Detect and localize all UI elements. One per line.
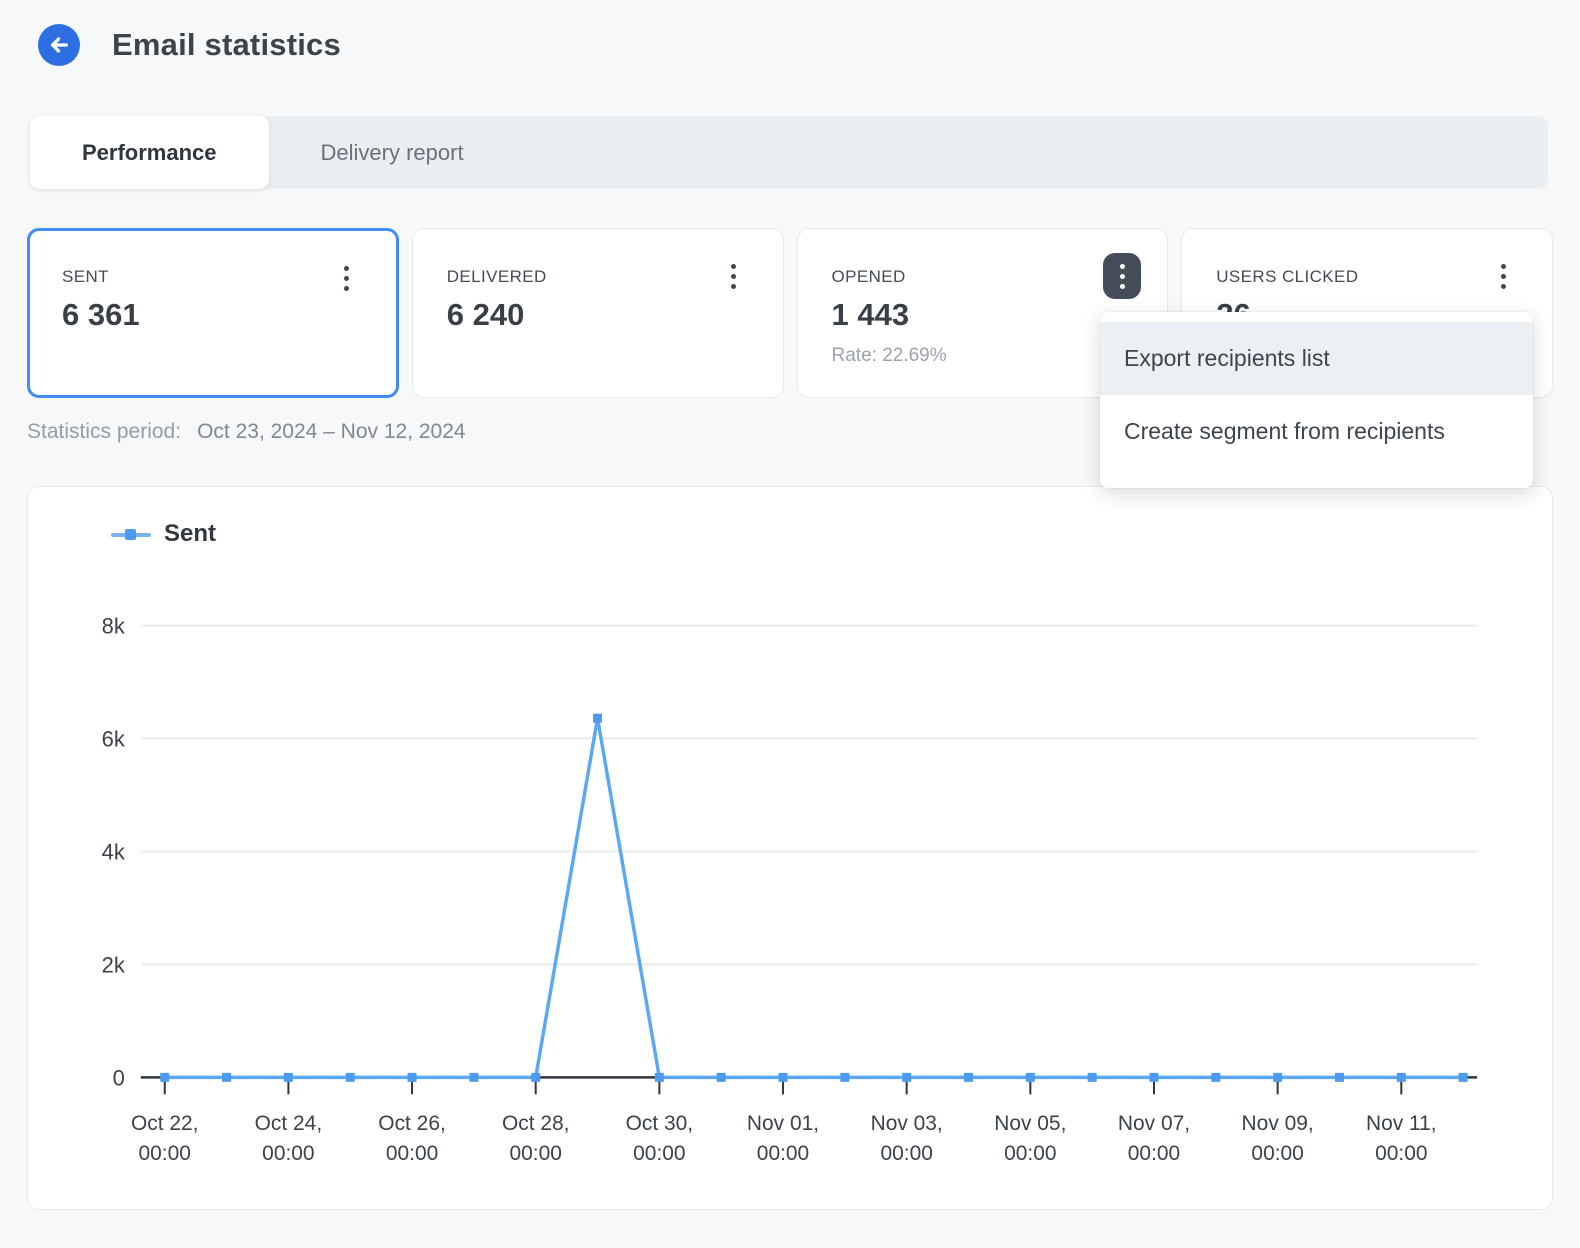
chart-legend[interactable]: Sent: [111, 520, 216, 548]
back-arrow-icon: [48, 34, 70, 56]
page-title: Email statistics: [112, 27, 341, 62]
svg-text:Nov 09,00:00: Nov 09, 00:00: [1242, 1112, 1314, 1165]
kebab-dropdown-menu: Export recipients list Create segment fr…: [1100, 312, 1533, 488]
svg-text:Oct 30,00:00: Oct 30, 00:00: [626, 1112, 694, 1165]
menu-item-export-recipients[interactable]: Export recipients list: [1100, 322, 1533, 395]
svg-text:Nov 07,00:00: Nov 07, 00:00: [1118, 1112, 1190, 1165]
stat-card-rate: Rate: 22.69%: [831, 345, 947, 366]
stat-card-value: 6 361: [62, 297, 140, 332]
kebab-menu-icon[interactable]: [1103, 253, 1142, 299]
stat-card-label: SENT: [62, 267, 109, 286]
tab-performance[interactable]: Performance: [30, 116, 269, 189]
chart-card: Sent 0 2k 4k 6k 8k Oct 22, 00:00 Oct 24, 00:00 Oc…: [27, 486, 1553, 1210]
legend-line-marker-icon: [111, 528, 151, 540]
legend-label: Sent: [164, 520, 217, 547]
svg-text:Oct 22,00:00: Oct 22, 00:00: [131, 1112, 199, 1165]
stat-card-label: USERS CLICKED: [1216, 267, 1359, 286]
statistics-period-value: Oct 23, 2024 – Nov 12, 2024: [197, 420, 466, 443]
stat-card-sent[interactable]: SENT 6 361: [27, 228, 399, 398]
kebab-menu-icon[interactable]: [721, 259, 747, 293]
kebab-menu-icon[interactable]: [1490, 259, 1516, 293]
svg-text:Nov 01,00:00: Nov 01, 00:00: [747, 1112, 819, 1165]
stat-card-label: OPENED: [831, 267, 906, 286]
stat-card-label: DELIVERED: [446, 267, 547, 286]
svg-text:Oct 24,00:00: Oct 24, 00:00: [255, 1112, 323, 1165]
kebab-menu-icon[interactable]: [334, 261, 360, 295]
tab-bar: Performance Delivery report: [30, 116, 1548, 189]
tab-delivery-report[interactable]: Delivery report: [320, 139, 464, 165]
header: Email statistics: [38, 24, 341, 66]
svg-text:2k: 2k: [102, 952, 125, 977]
svg-text:8k: 8k: [102, 614, 125, 639]
back-button[interactable]: [38, 24, 80, 66]
svg-text:Nov 05,00:00: Nov 05, 00:00: [994, 1112, 1066, 1165]
svg-text:Nov 03,00:00: Nov 03, 00:00: [871, 1112, 943, 1165]
svg-text:0: 0: [113, 1065, 125, 1090]
statistics-period-label: Statistics period:: [27, 420, 182, 443]
svg-text:6k: 6k: [102, 727, 125, 752]
svg-text:4k: 4k: [102, 839, 125, 864]
svg-text:Oct 26,00:00: Oct 26, 00:00: [378, 1112, 446, 1165]
sent-line-chart: 0 2k 4k 6k 8k Oct 22, 00:00 Oct 24, 00:00 Oct 26,…: [102, 614, 1478, 1165]
stat-card-delivered[interactable]: DELIVERED 6 240: [411, 228, 784, 398]
menu-item-create-segment[interactable]: Create segment from recipients: [1124, 418, 1445, 444]
stat-card-value: 6 240: [446, 297, 525, 332]
svg-text:Nov 11,00:00: Nov 11, 00:00: [1366, 1112, 1437, 1165]
svg-text:Oct 28,00:00: Oct 28, 00:00: [502, 1112, 570, 1165]
stat-card-value: 1 443: [831, 297, 910, 332]
statistics-period: Statistics period: Oct 23, 2024 – Nov 12,…: [27, 420, 466, 444]
